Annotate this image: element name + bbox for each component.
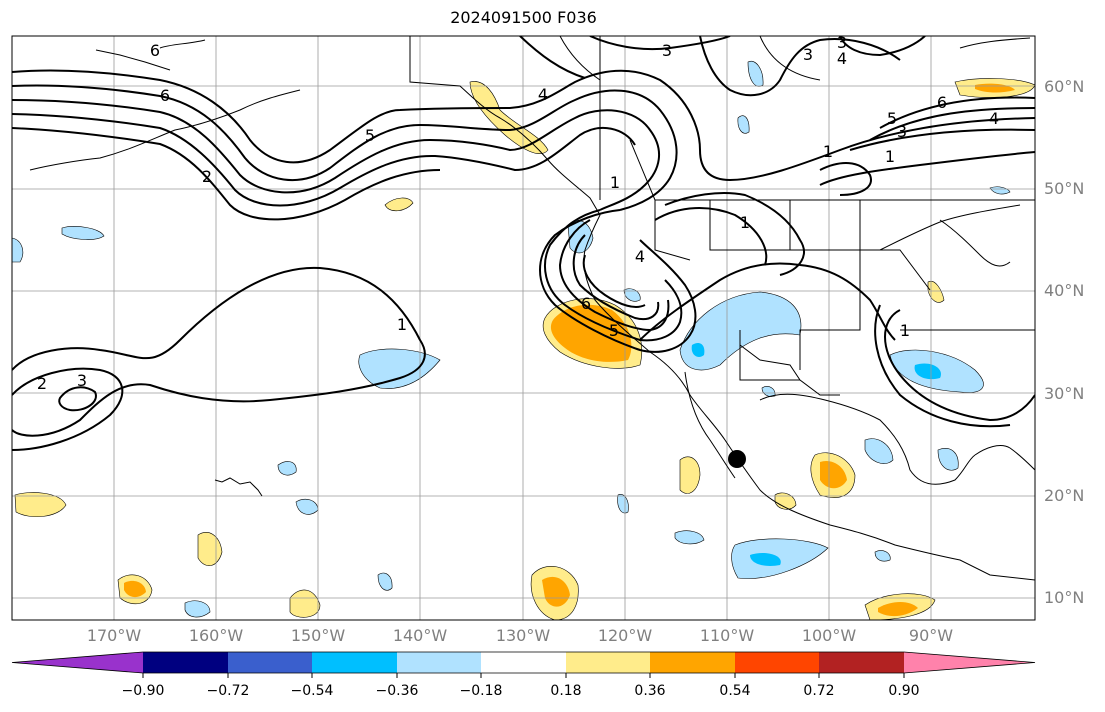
- shade-blue-b15: [989, 186, 1011, 195]
- shade-blue-southwest-core: [691, 343, 705, 357]
- colorbar-tick-label: 0.18: [550, 683, 582, 699]
- contour-label: 6: [581, 294, 591, 313]
- contour-label: 1: [900, 321, 910, 340]
- shading-layer: [12, 60, 1035, 620]
- contour-label: 2: [37, 374, 47, 393]
- lon-label: 130°W: [495, 626, 551, 645]
- map-title: 2024091500 F036: [450, 8, 597, 27]
- lon-label: 160°W: [188, 626, 244, 645]
- shade-yellow-c3: [289, 589, 321, 618]
- shade-blue-b16: [874, 550, 891, 562]
- contour-label: 3: [897, 122, 907, 141]
- shade-blue-b3: [737, 115, 750, 134]
- shade-blue-b4: [864, 438, 894, 464]
- contour-label: 1: [610, 173, 620, 192]
- lon-label: 120°W: [597, 626, 653, 645]
- contour-label-layer: 6 6 5 2 3 4 3 3 4 5 3 4 6 1 1 1 1 4 1 6 …: [37, 33, 999, 393]
- contour-label: 5: [887, 109, 897, 128]
- map-frame: [11, 35, 1036, 621]
- lat-label: 30°N: [1044, 384, 1085, 403]
- shade-yellow-c5: [774, 492, 797, 510]
- contour-label: 3: [77, 371, 87, 390]
- lon-label: 90°W: [908, 626, 954, 645]
- lon-label: 110°W: [699, 626, 755, 645]
- lat-label: 60°N: [1044, 77, 1085, 96]
- colorbar-tick-label: 0.90: [888, 683, 920, 699]
- contour-lines: [12, 36, 1035, 451]
- shade-blue-eastpac: [731, 538, 829, 579]
- contour-label: 5: [609, 321, 619, 340]
- contour-label: 6: [160, 86, 170, 105]
- shade-blue-b13: [623, 288, 641, 302]
- shade-blue-b7: [277, 461, 297, 476]
- contour-label: 3: [803, 45, 813, 64]
- contour-label: 4: [538, 85, 548, 104]
- colorbar-tick-label: −0.72: [206, 683, 250, 699]
- lon-label: 100°W: [801, 626, 857, 645]
- contour-label: 3: [837, 33, 847, 52]
- point-marker: [728, 450, 746, 468]
- contour-label: 4: [989, 109, 999, 128]
- shade-yellow-c4: [927, 280, 945, 303]
- colorbar-tick-label: −0.18: [459, 683, 503, 699]
- contour-label: 4: [837, 49, 847, 68]
- lon-label: 140°W: [392, 626, 448, 645]
- shade-yellow-c1: [679, 456, 701, 494]
- lat-label: 40°N: [1044, 281, 1085, 300]
- shade-blue-b5: [937, 448, 959, 471]
- contour-label: 4: [635, 247, 645, 266]
- shade-blue-b6: [61, 226, 105, 240]
- shade-yellow-hawaii: [14, 492, 67, 518]
- contour-label: 2: [202, 167, 212, 186]
- shade-blue-b9: [377, 572, 393, 591]
- shade-blue-b17: [761, 386, 776, 397]
- shade-blue-pacific: [358, 348, 441, 389]
- graticule: [12, 36, 1035, 620]
- shade-orange-south1-core: [542, 576, 570, 607]
- shade-blue-b2: [747, 60, 764, 87]
- lon-label: 150°W: [290, 626, 346, 645]
- colorbar-tick-label: −0.36: [375, 683, 419, 699]
- shade-orange-south2-core: [124, 580, 146, 598]
- contour-label: 6: [150, 41, 160, 60]
- shade-orange-mexico-core: [820, 460, 847, 489]
- shade-blue-b10: [184, 600, 211, 618]
- shade-yellow-alaska: [469, 81, 549, 155]
- contour-label: 1: [397, 315, 407, 334]
- contour-label: 6: [937, 93, 947, 112]
- shade-yellow-bc: [384, 197, 414, 212]
- colorbar-tick-label: 0.36: [634, 683, 666, 699]
- lon-label: 170°W: [86, 626, 142, 645]
- contour-label: 5: [365, 126, 375, 145]
- shade-blue-b8: [295, 498, 319, 515]
- colorbar-tick-label: −0.90: [121, 683, 165, 699]
- contour-label: 1: [740, 213, 750, 232]
- contour-label: 3: [662, 41, 672, 60]
- shade-yellow-c2: [197, 532, 223, 566]
- colorbar-tick-label: 0.72: [803, 683, 835, 699]
- lat-label: 20°N: [1044, 486, 1085, 505]
- islands: [29, 37, 1031, 497]
- lat-label: 50°N: [1044, 179, 1085, 198]
- colorbar-tick-label: 0.54: [719, 683, 751, 699]
- contour-label: 1: [823, 142, 833, 161]
- colorbar-tick-label: −0.54: [290, 683, 334, 699]
- contour-label: 1: [885, 147, 895, 166]
- shade-orange-south3-core: [878, 602, 918, 617]
- shade-blue-b11: [617, 494, 629, 514]
- shade-blue-b12: [674, 530, 705, 545]
- lat-label: 10°N: [1044, 588, 1085, 607]
- shade-blue-eastpac-core: [750, 553, 781, 566]
- shade-blue-b14: [12, 237, 24, 263]
- shade-blue-gulf-core: [914, 363, 941, 380]
